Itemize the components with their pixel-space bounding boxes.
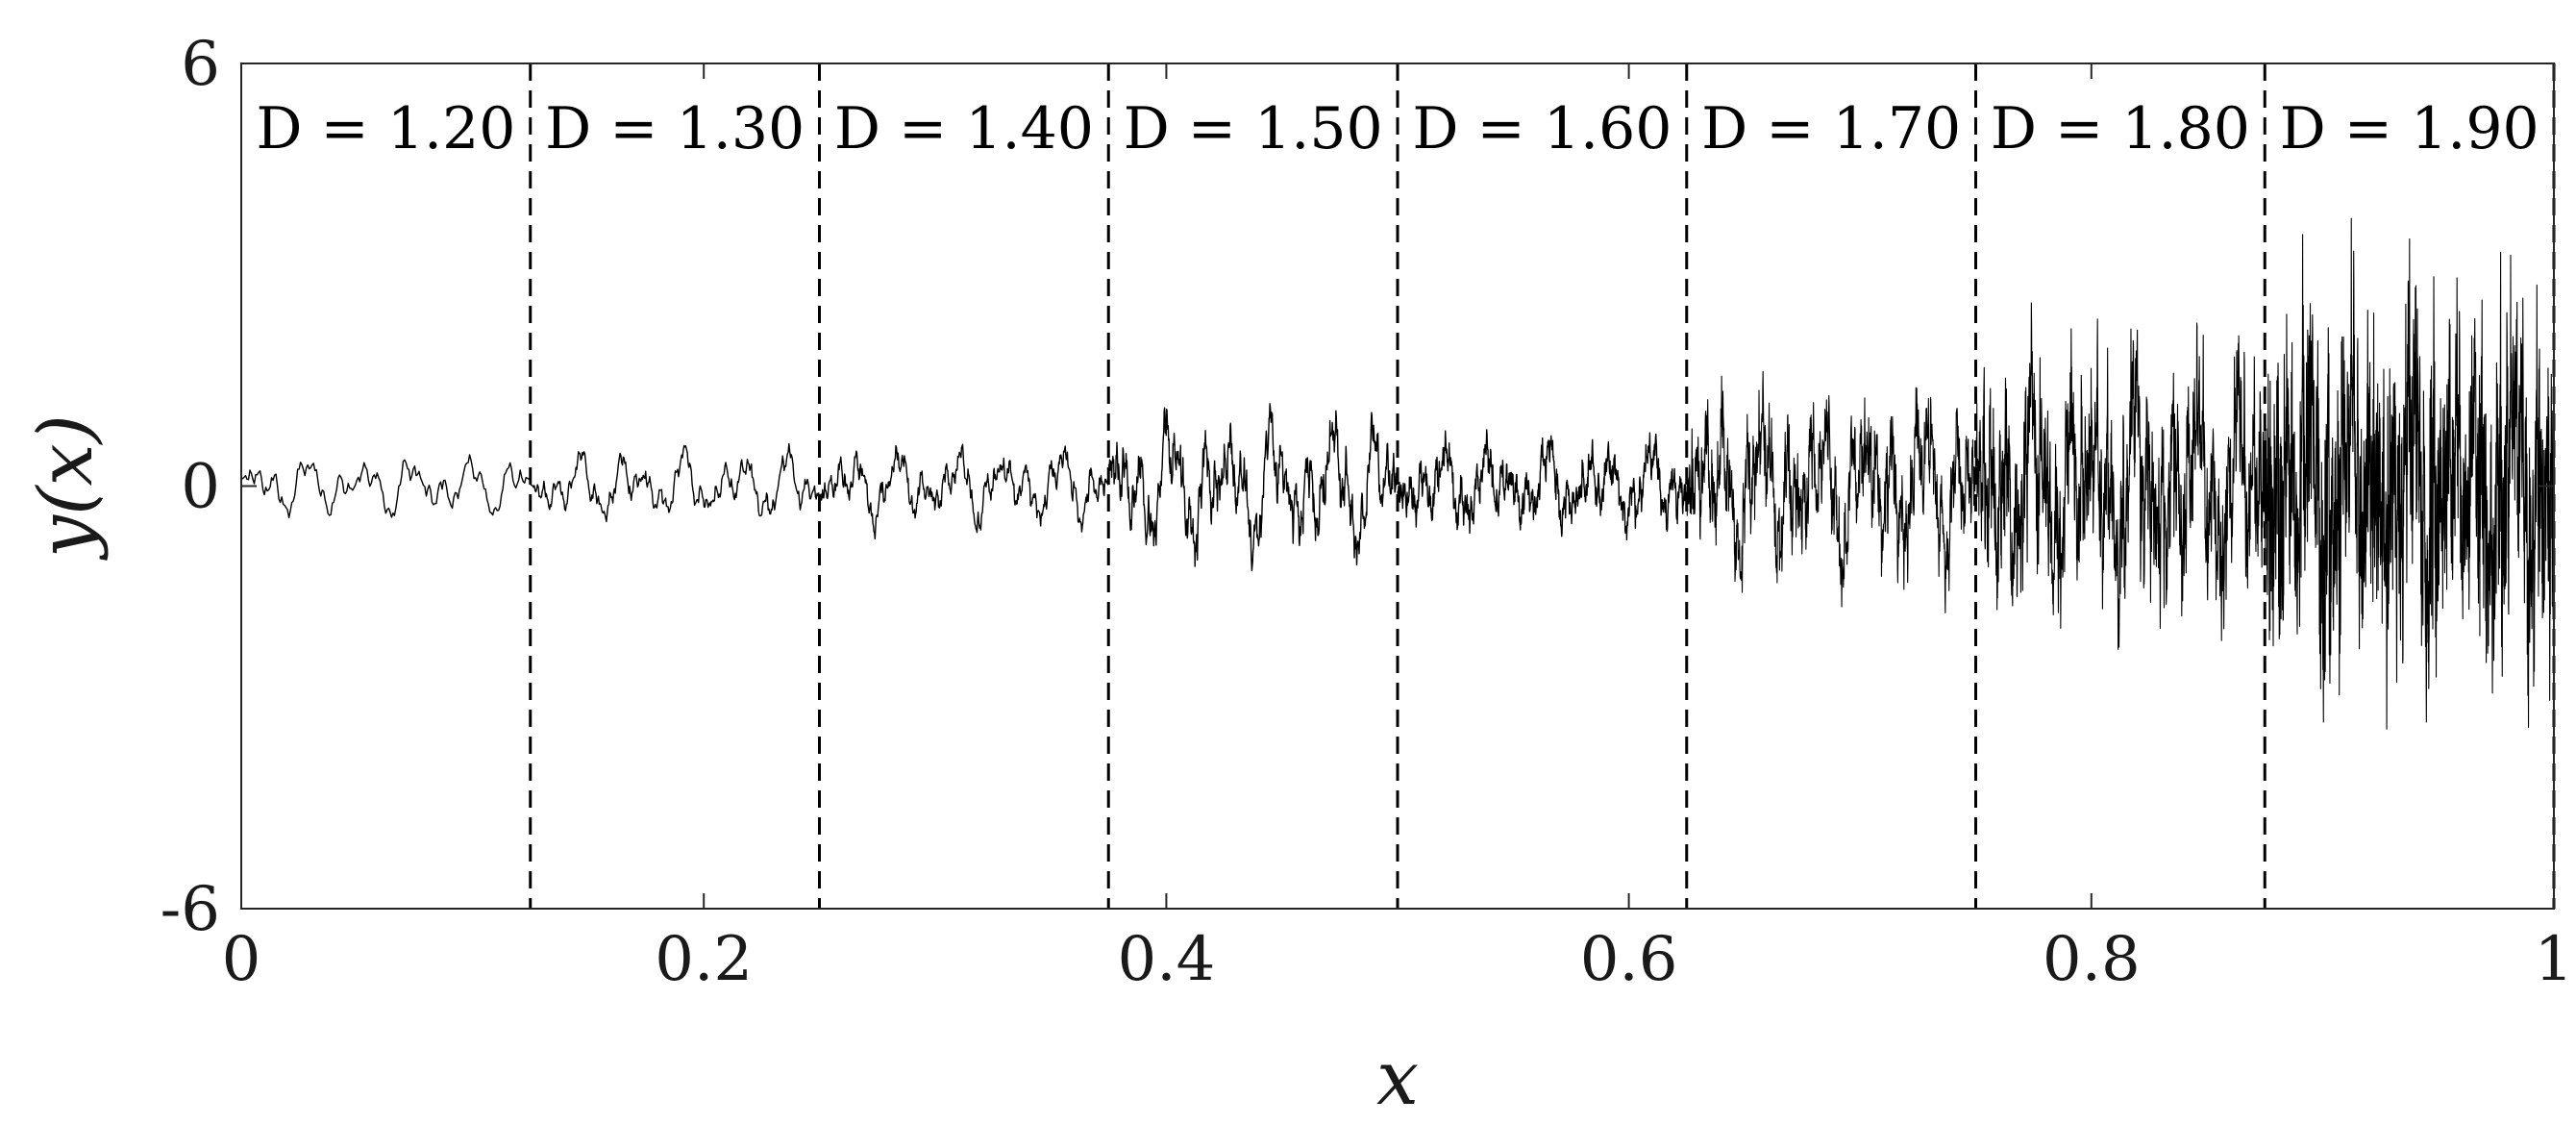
series-segment-3 [818, 443, 1109, 540]
series-segment-8 [2264, 217, 2555, 730]
region-label-4: D = 1.50 [1124, 95, 1383, 162]
series-segment-2 [530, 442, 821, 523]
y-tick-label: 6 [181, 29, 220, 100]
series-segment-6 [1686, 370, 1977, 613]
y-tick-label: 0 [181, 452, 220, 523]
series-segment-4 [1107, 403, 1399, 572]
region-label-1: D = 1.20 [256, 95, 515, 162]
x-tick-label: 0.2 [655, 924, 753, 995]
region-label-8: D = 1.90 [2280, 95, 2539, 162]
x-tick-label: 0 [222, 924, 261, 995]
region-label-5: D = 1.60 [1412, 95, 1672, 162]
series-segment-5 [1397, 429, 1688, 541]
region-label-6: D = 1.70 [1701, 95, 1961, 162]
region-label-3: D = 1.40 [834, 95, 1094, 162]
x-tick-label: 0.6 [1580, 924, 1678, 995]
x-tick-label: 1 [2535, 924, 2574, 995]
x-axis-label: x [1376, 1036, 1419, 1122]
y-axis-label: y(x) [23, 414, 110, 561]
series-layer [240, 217, 2555, 730]
region-label-2: D = 1.30 [545, 95, 805, 162]
y-tick-label: -6 [161, 874, 220, 945]
region-label-7: D = 1.80 [1991, 95, 2250, 162]
series-segment-7 [1974, 302, 2266, 650]
region-labels-layer: D = 1.20 D = 1.30 D = 1.40 D = 1.50 D = 1.60… [256, 95, 2539, 162]
series-segment-1 [240, 454, 532, 519]
x-tick-label: 0.8 [2043, 924, 2141, 995]
ticks-layer: 0 0.2 0.4 0.6 0.8 1-606 [161, 29, 2574, 995]
x-tick-label: 0.4 [1118, 924, 1216, 995]
